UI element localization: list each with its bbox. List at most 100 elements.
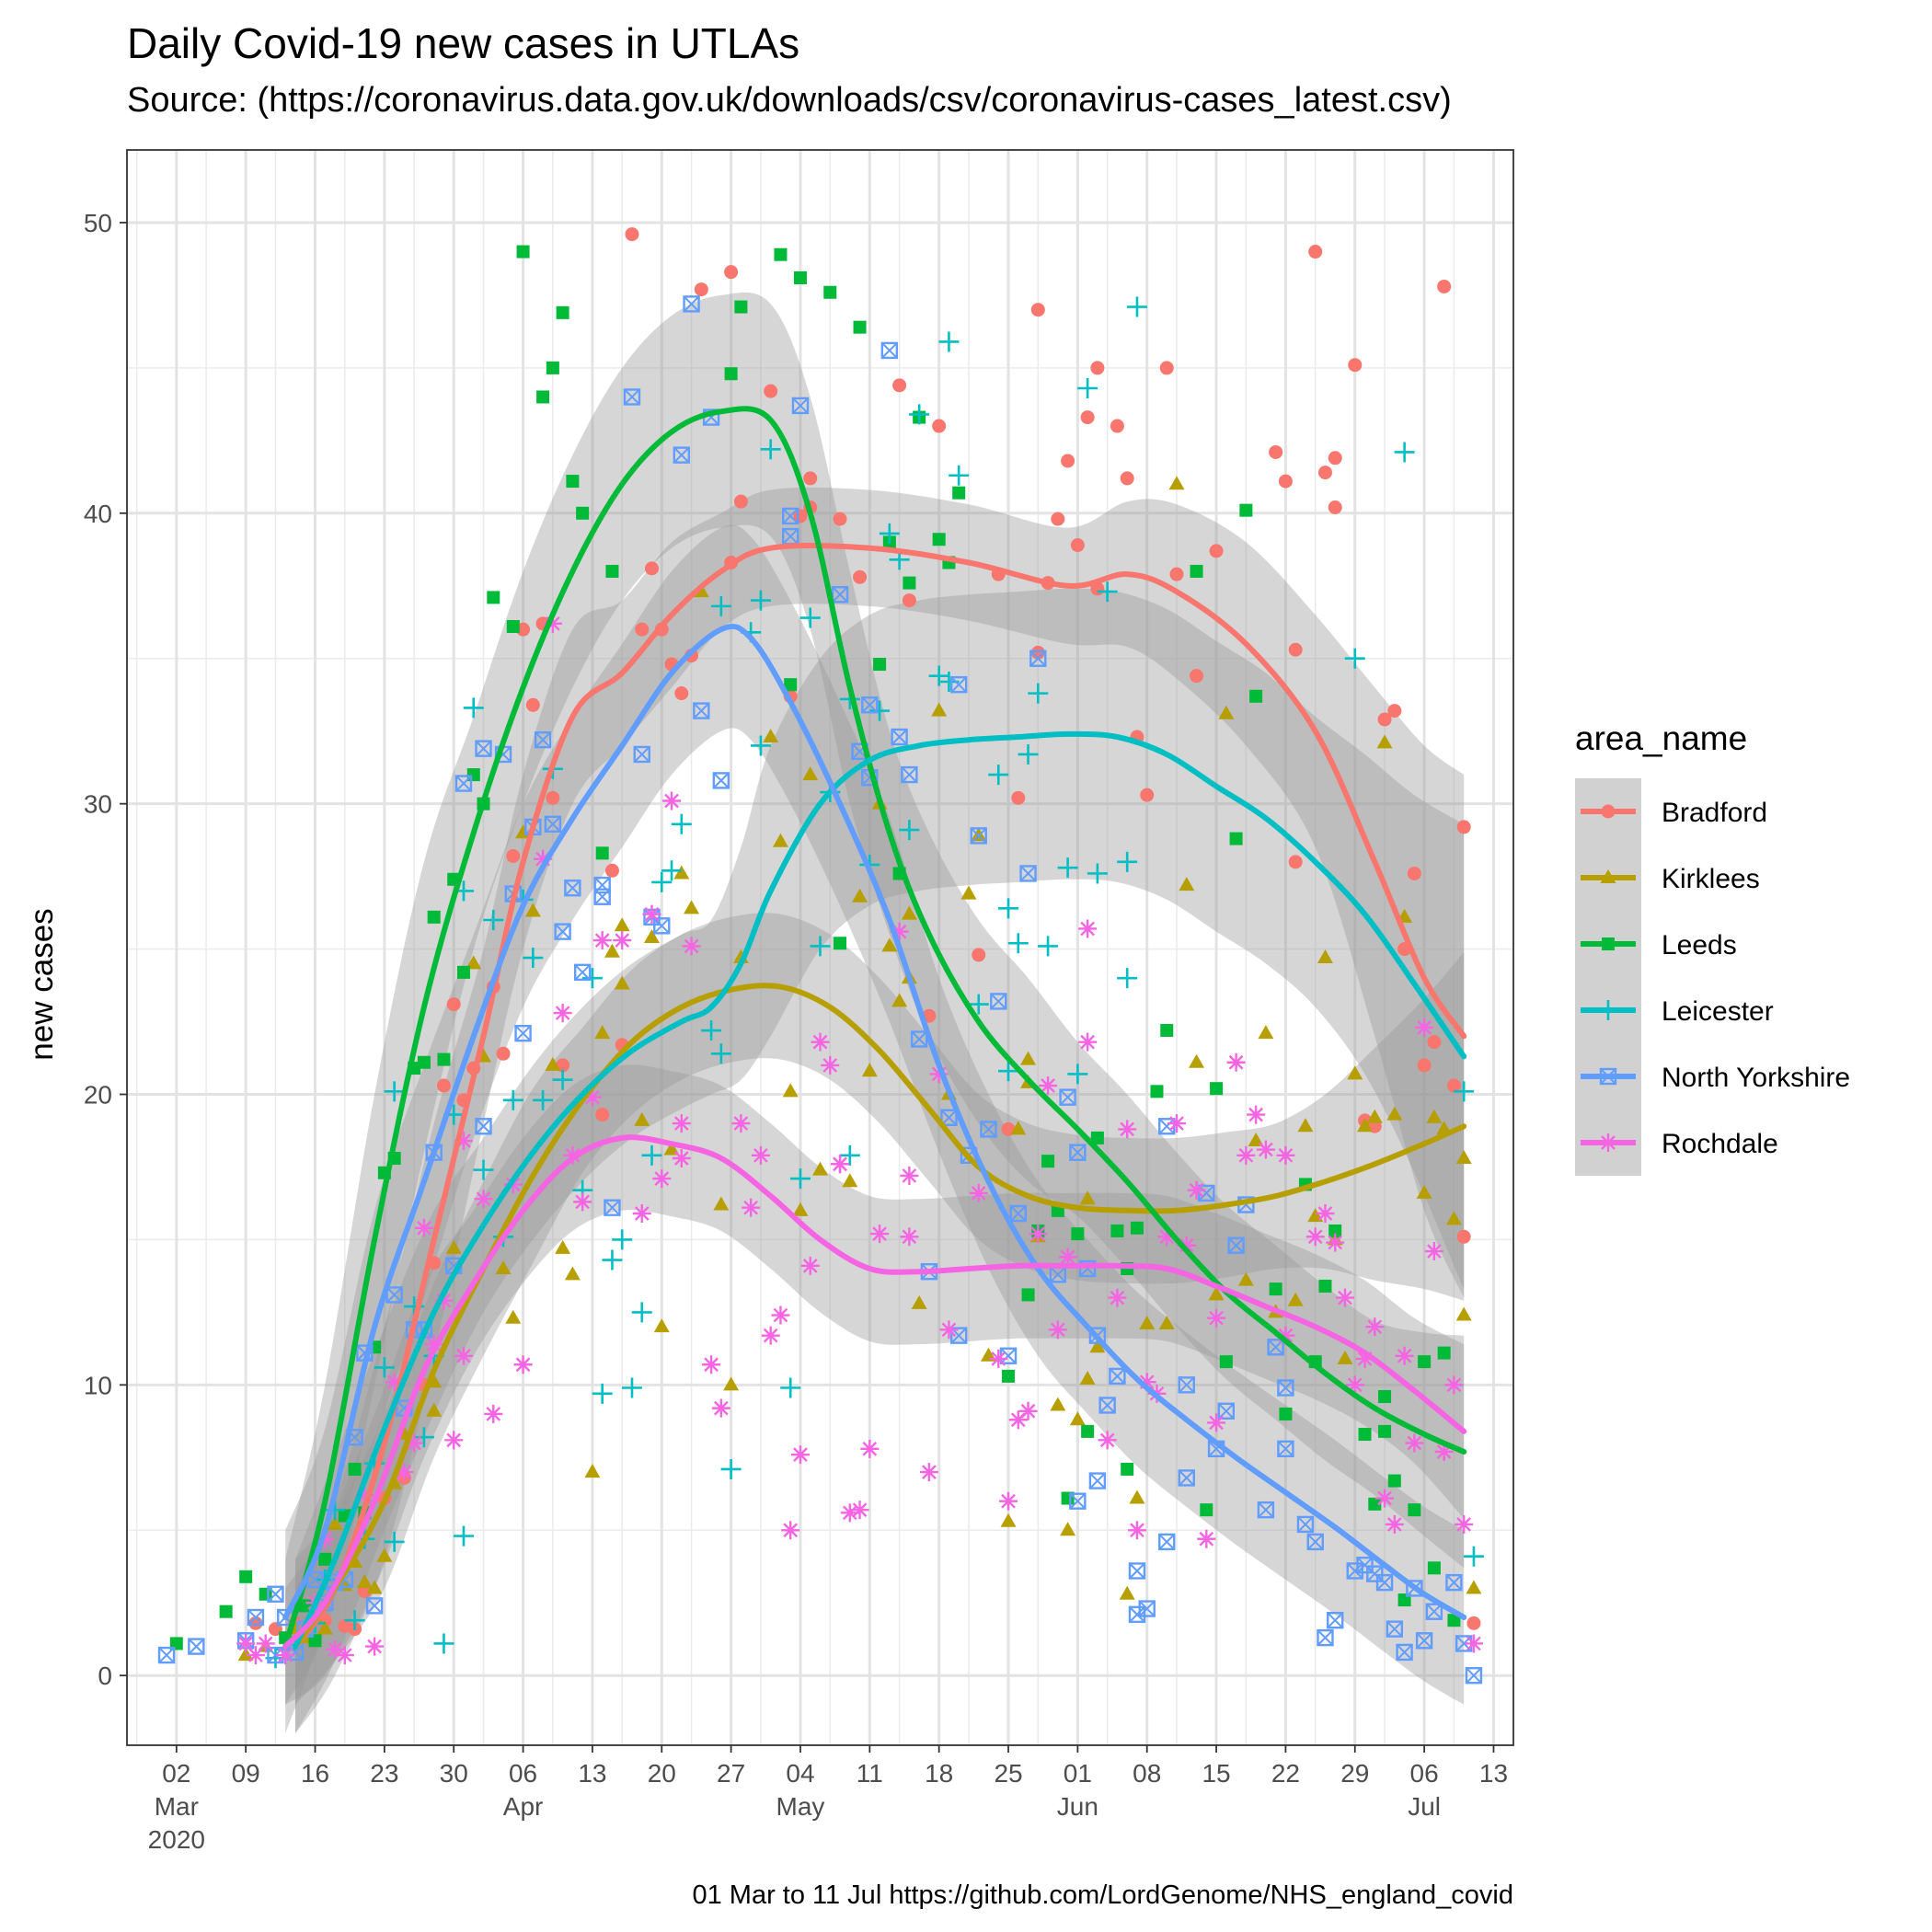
point-kirklees [495,1260,512,1275]
point-leeds [903,576,916,590]
point-north-yorkshire [831,586,849,604]
point-kirklees [842,1173,858,1188]
point-rochdale [1405,1433,1424,1453]
point-north-yorkshire [554,923,571,940]
point-bradford [1407,866,1421,880]
point-kirklees [505,1309,522,1324]
y-tick-label: 0 [98,1662,112,1690]
point-bradford [516,622,531,637]
point-kirklees [466,955,482,970]
x-tick-label: 15 [1202,1759,1230,1788]
point-leicester [384,1081,405,1102]
point-rochdale [474,1190,493,1209]
point-rochdale [672,1148,691,1167]
point-rochdale [592,931,612,950]
x-tick-label: 20 [648,1759,676,1788]
point-north-yorkshire [653,917,671,935]
point-rochdale [1008,1410,1028,1430]
point-leicester [899,820,920,841]
point-north-yorkshire [1277,1379,1294,1397]
point-leicester [988,765,1009,786]
point-bradford [733,494,748,509]
point-rochdale [989,1349,1008,1368]
point-north-yorkshire [544,815,562,833]
legend-item-rochdale: Rochdale [1575,1110,1778,1176]
x-tick-label: 09 [232,1759,260,1788]
point-rochdale [1247,1105,1266,1124]
point-north-yorkshire [1366,1565,1384,1582]
plot-panel-border [126,149,1514,1746]
x-tick-label: 01 [1064,1759,1092,1788]
point-leeds [487,591,500,604]
point-north-yorkshire [1138,1600,1156,1617]
point-leeds [506,619,520,633]
point-rochdale [1157,1227,1177,1247]
point-leeds [793,270,807,284]
point-leeds [1229,832,1243,845]
point-leicester [453,1525,474,1547]
point-leeds [456,965,470,979]
point-rochdale [246,1646,265,1665]
point-kirklees [524,903,541,917]
point-leeds [834,937,847,950]
point-rochdale [800,1256,820,1275]
point-leeds [1110,1224,1124,1237]
point-bradford [604,863,619,878]
point-bradford [546,790,560,805]
point-north-yorkshire [1227,1236,1245,1254]
point-kirklees [1445,1211,1462,1225]
point-north-yorkshire [891,728,908,746]
point-leicester [1117,968,1138,989]
point-leicester [1007,933,1029,954]
point-rochdale [1127,1521,1146,1540]
point-rochdale [1385,1514,1404,1534]
point-leicester [1344,648,1365,669]
band-rochdale [285,1064,1465,1705]
point-kirklees [1010,1121,1027,1135]
point-north-yorkshire [1217,1402,1236,1420]
point-rochdale [276,1646,295,1665]
legend-title: area_name [1575,719,1747,757]
legend-key-marker [1600,869,1616,883]
point-bradford [1308,245,1323,259]
x-tick-label: 04 [786,1759,814,1788]
point-north-yorkshire [990,993,1007,1010]
point-bradford [1080,410,1095,425]
point-leeds [932,533,946,546]
point-leeds [417,1055,431,1069]
point-leeds [774,247,788,261]
point-north-yorkshire [1277,1440,1294,1458]
point-rochdale [1256,1140,1275,1159]
point-north-yorkshire [623,388,641,406]
point-bradford [1169,567,1184,581]
point-leeds [1219,1355,1233,1369]
point-north-yorkshire [267,1585,284,1603]
point-kirklees [1347,1065,1363,1080]
point-leeds [1160,1024,1174,1038]
point-north-yorkshire [573,963,592,982]
x-tick-label: 22 [1271,1759,1300,1788]
point-rochdale [642,904,661,924]
point-north-yorkshire [604,1199,621,1216]
point-bradford [1348,358,1363,373]
point-bradford [803,471,818,486]
point-bradford [1437,279,1452,293]
point-kirklees [653,1318,670,1333]
point-rochdale [771,1305,790,1325]
point-bradford [902,593,916,608]
point-leicester [1067,1064,1088,1085]
point-bradford [972,948,986,962]
point-kirklees [673,865,690,880]
point-bradford [1377,712,1392,727]
point-rochdale [1029,1225,1048,1244]
point-north-yorkshire [1178,1469,1195,1487]
point-leeds [1021,1288,1035,1302]
band-leeds [285,292,1465,1734]
point-leeds [318,1552,332,1566]
grid [127,150,1513,1745]
point-kirklees [564,1266,581,1281]
point-bradford [625,227,639,242]
point-leeds [556,305,569,319]
point-north-yorkshire [1267,1339,1284,1356]
point-leeds [823,285,837,299]
